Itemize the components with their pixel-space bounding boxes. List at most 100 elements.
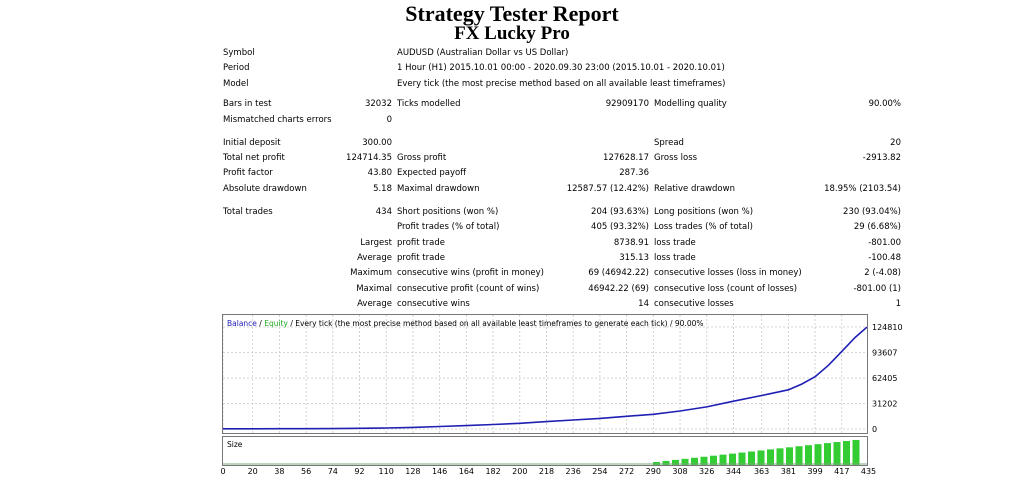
x-tick-label: 399 [807,467,822,476]
gross-profit-label: Gross profit [397,153,447,163]
x-tick-label: 38 [274,467,284,476]
net-profit-value: 124714.35 [346,153,392,163]
largest-pt-label: profit trade [397,238,445,248]
long-label: Long positions (won %) [654,207,754,217]
x-tick-label: 92 [354,467,364,476]
largest-lt-label: loss trade [654,238,696,248]
x-tick-label: 290 [646,467,661,476]
mismatch-label: Mismatched charts errors [223,115,332,125]
deposit-label: Initial deposit [223,138,281,148]
gross-loss-label: Gross loss [654,153,698,163]
quality-value: 90.00% [868,99,901,109]
x-tick-label: 344 [726,467,741,476]
legend-equity: Equity [264,319,288,328]
x-tick-label: 417 [834,467,849,476]
total-trades-value: 434 [375,207,392,217]
balance-chart: Balance / Equity / Every tick (the most … [222,314,868,434]
spread-label: Spread [654,138,684,148]
balance-chart-svg [223,315,867,433]
model-value: Every tick (the most precise method base… [397,79,726,89]
size-bar [748,451,755,465]
report-title: Strategy Tester Report [405,1,619,26]
y-tick-label: 124810 [872,323,903,332]
size-bar [662,460,670,465]
mxl-cl-label: consecutive loss (count of losses) [654,284,798,294]
x-tick-label: 20 [248,467,258,476]
size-bar [710,455,717,465]
size-bar [719,454,727,465]
x-tick-label: 363 [754,467,769,476]
profit-trades-value: 405 (93.32%) [591,222,649,232]
avg-cl-value: 1 [895,299,901,309]
gross-profit-value: 127628.17 [603,153,649,163]
x-tick-label: 200 [512,467,527,476]
average-pt-value: 315.13 [619,253,649,263]
avg-cl-label: consecutive losses [654,299,734,309]
size-bar [672,459,679,465]
legend-balance: Balance [227,319,257,328]
average-lt-value: -100.48 [868,253,901,263]
chart-legend: Balance / Equity / Every tick (the most … [227,318,704,329]
quality-label: Modelling quality [654,99,727,109]
size-bar [767,449,774,465]
ticks-value: 92909170 [605,99,649,109]
max-cl-value: 2 (-4.08) [864,268,901,278]
x-tick-label: 308 [672,467,687,476]
x-tick-label: 254 [592,467,607,476]
x-tick-label: 164 [459,467,474,476]
size-bar [700,456,708,465]
average-pt-label: profit trade [397,253,445,263]
x-tick-label: 272 [619,467,634,476]
x-tick-label: 56 [301,467,311,476]
size-chart: Size [222,436,868,466]
max-dd-label: Maximal drawdown [397,184,480,194]
largest-pt-value: 8738.91 [613,238,649,248]
maximum-label: Maximum [350,268,392,278]
largest-label: Largest [360,238,392,248]
payoff-value: 287.36 [619,168,649,178]
size-chart-svg [223,439,867,465]
total-trades-label: Total trades [223,207,273,217]
size-bar [824,443,831,465]
maximal-label: Maximal [356,284,392,294]
mismatch-value: 0 [386,115,392,125]
x-tick-label: 326 [699,467,714,476]
size-bar [729,453,736,465]
max-cw-value: 69 (46942.22) [588,268,649,278]
x-tick-label: 182 [485,467,500,476]
symbol-label: Symbol [223,48,255,58]
period-value: 1 Hour (H1) 2015.10.01 00:00 - 2020.09.3… [397,63,725,73]
y-tick-label: 31202 [872,400,897,409]
x-tick-label: 128 [405,467,420,476]
size-bar [814,444,822,465]
net-profit-label: Total net profit [223,153,285,163]
mxl-cp-label: consecutive profit (count of wins) [397,284,540,294]
profit-trades-label: Profit trades (% of total) [397,222,500,232]
avg-cw-value: 14 [638,299,649,309]
short-label: Short positions (won %) [397,207,499,217]
size-bar [786,447,793,465]
mxl-cl-value: -801.00 (1) [853,284,901,294]
abs-dd-label: Absolute drawdown [223,184,307,194]
x-tick-label: 218 [539,467,554,476]
average-label: Average [357,253,392,263]
size-bar [843,441,850,465]
symbol-value: AUDUSD (Australian Dollar vs US Dollar) [397,48,569,58]
short-value: 204 (93.63%) [591,207,649,217]
largest-lt-value: -801.00 [868,238,901,248]
ticks-label: Ticks modelled [397,99,461,109]
mxl-cp-value: 46942.22 (69) [588,284,649,294]
x-tick-label: 236 [566,467,581,476]
x-tick-label: 146 [432,467,447,476]
avg-cw-label: consecutive wins [397,299,470,309]
abs-dd-value: 5.18 [373,184,392,194]
x-tick-label: 435 [861,467,876,476]
pf-label: Profit factor [223,168,273,178]
max-dd-value: 12587.57 (12.42%) [566,184,649,194]
deposit-value: 300.00 [362,138,392,148]
size-bar [776,448,784,465]
loss-trades-value: 29 (6.68%) [853,222,901,232]
average-lt-label: loss trade [654,253,696,263]
average2-label: Average [357,299,392,309]
x-tick-label: 74 [328,467,338,476]
